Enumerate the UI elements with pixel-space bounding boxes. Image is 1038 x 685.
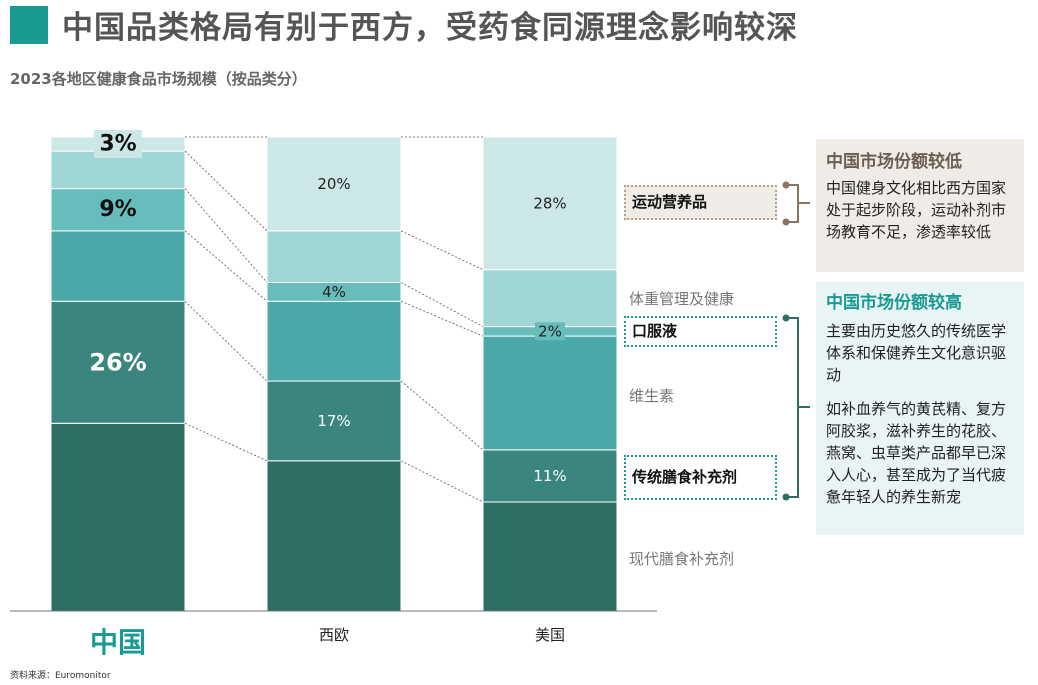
connector-line (184, 230, 268, 302)
connector-line (400, 300, 484, 337)
connector-line (184, 150, 268, 232)
connector-line (400, 380, 484, 451)
bar-segment-modern-1 (266, 460, 402, 612)
connector-line (400, 282, 484, 327)
bracket-dot (782, 493, 790, 501)
bar-segment-modern-0 (50, 422, 186, 612)
data-label-bg (535, 322, 565, 341)
bar-segment-traditional-1 (266, 380, 402, 462)
bracket-dot (782, 181, 790, 189)
category-label-vitamins: 维生素 (629, 387, 675, 405)
data-label-bg (94, 130, 142, 159)
box-high-text-2: 如补血养气的黄芪精、复方阿胶浆，滋补养生的花胶、燕窝、虫草类产品都早已深入人心，… (826, 400, 1007, 506)
callout-oral-liquid: 口服液 (624, 316, 777, 347)
title-accent-bar (10, 6, 48, 44)
bar-segment-weight-2 (482, 269, 618, 328)
x-tick-label-2: 美国 (535, 626, 565, 644)
bracket-high (786, 317, 810, 498)
data-label-oral-1: 4% (322, 283, 346, 301)
box-low-title: 中国市场份额较低 (826, 152, 962, 172)
data-label-traditional-0: 26% (89, 348, 146, 376)
connector-line (400, 460, 484, 503)
data-label-bg (319, 282, 349, 301)
bracket-low (786, 184, 810, 223)
data-label-sport-0: 3% (99, 132, 136, 157)
connector-line (184, 188, 268, 283)
box-low-share: 中国市场份额较低 中国健身文化相比西方国家处于起步阶段，运动补剂市场教育不足，渗… (816, 139, 1024, 272)
connector-line (400, 230, 484, 271)
data-label-sport-2: 28% (533, 194, 566, 212)
bar-segment-vitamins-0 (50, 230, 186, 302)
data-label-oral-2: 2% (538, 322, 562, 340)
bar-segment-modern-2 (482, 501, 618, 612)
box-high-text-1: 主要由历史悠久的传统医学体系和保健养生文化意识驱动 (826, 322, 1007, 384)
x-tick-label-0: 中国 (90, 626, 146, 659)
data-label-sport-1: 20% (317, 175, 350, 193)
callout-traditional-supplements: 传统膳食补充剂 (624, 455, 777, 500)
bar-segment-sport-1 (266, 136, 402, 232)
bar-segment-weight-1 (266, 230, 402, 283)
callout-sport-nutrition: 运动营养品 (624, 185, 777, 220)
box-low-text: 中国健身文化相比西方国家处于起步阶段，运动补剂市场教育不足，渗透率较低 (826, 179, 1007, 241)
x-tick-label-1: 西欧 (319, 626, 349, 644)
data-label-traditional-2: 11% (533, 467, 566, 485)
bracket-dot (782, 218, 790, 226)
bar-segment-vitamins-2 (482, 335, 618, 451)
box-high-share: 中国市场份额较高 主要由历史悠久的传统医学体系和保健养生文化意识驱动 如补血养气… (816, 282, 1024, 535)
bar-segment-traditional-0 (50, 300, 186, 424)
category-label-modern: 现代膳食补充剂 (629, 550, 735, 568)
data-label-traditional-1: 17% (317, 412, 350, 430)
bar-segment-vitamins-1 (266, 300, 402, 382)
source-note: 资料来源：Euromonitor (10, 671, 111, 681)
bracket-dot (782, 314, 790, 322)
bar-segment-traditional-2 (482, 449, 618, 503)
connector-line (184, 300, 268, 382)
data-label-oral-0: 9% (99, 197, 136, 222)
connector-line (184, 422, 268, 462)
bar-segment-sport-2 (482, 136, 618, 271)
page-title: 中国品类格局有别于西方，受药食同源理念影响较深 (62, 10, 798, 46)
chart-subtitle: 2023各地区健康食品市场规模（按品类分） (10, 70, 307, 88)
category-label-weight: 体重管理及健康 (629, 290, 735, 308)
box-high-title: 中国市场份额较高 (826, 293, 962, 313)
